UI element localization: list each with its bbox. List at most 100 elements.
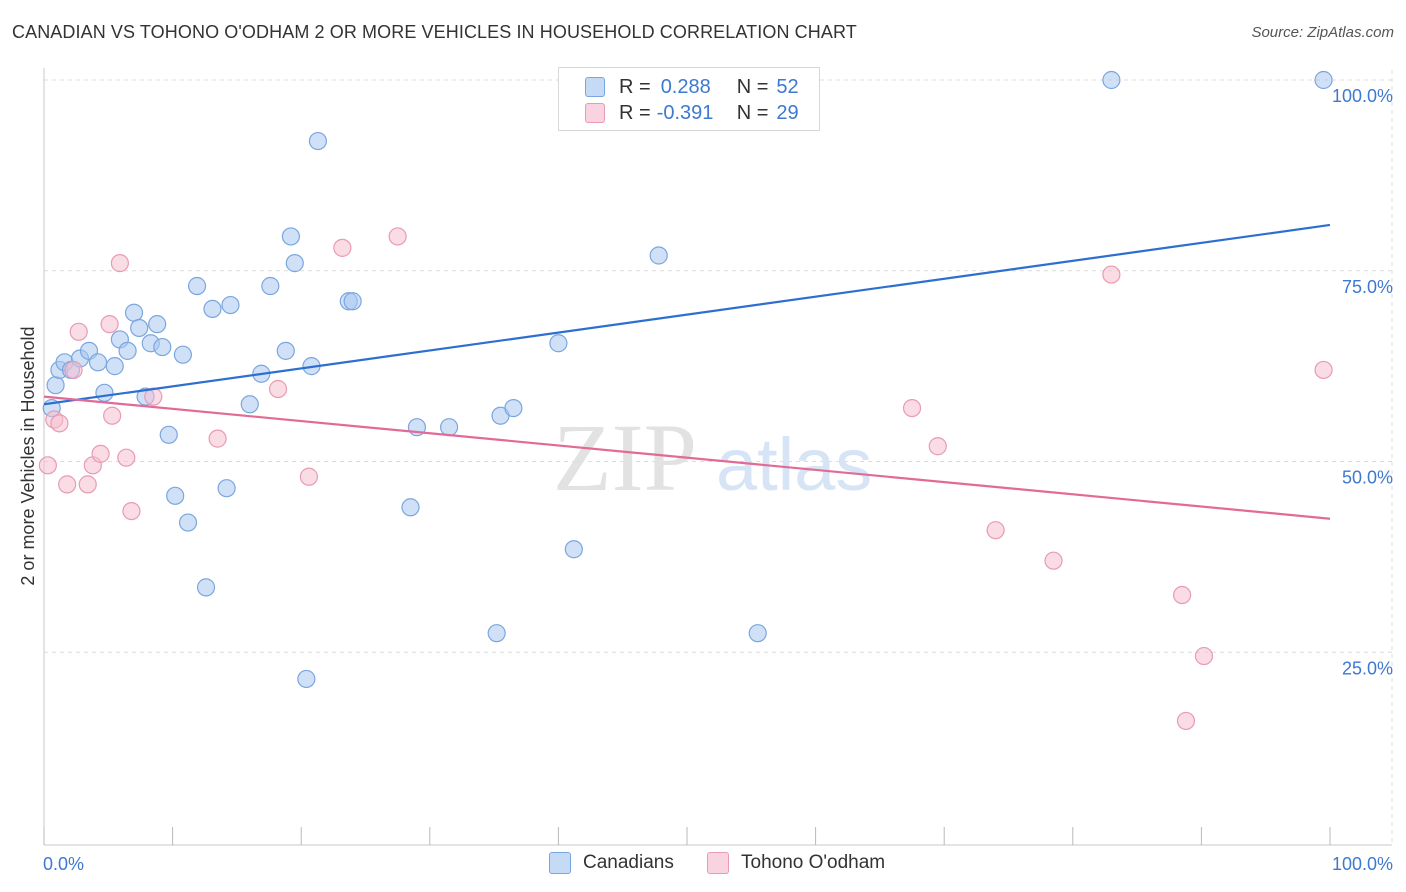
point-canadians [240,395,259,414]
point-tohono [1102,265,1121,284]
point-tohono [208,429,227,448]
series-legend-tohono: Tohono O'odham [707,852,885,874]
point-canadians [261,276,280,296]
point-canadians [173,345,192,364]
legend-r-value: 0.288 [660,75,711,98]
legend-row-tohono: R = -0.391 N = 29 [585,100,799,126]
point-canadians [166,486,185,505]
point-tohono [103,406,122,425]
point-tohono [78,475,97,494]
series-swatch-pink [707,852,729,874]
legend-n-label: N = [736,75,769,98]
point-tohono [388,227,407,246]
point-tohono [268,379,288,399]
point-canadians [308,131,328,151]
point-tohono [122,501,141,521]
point-canadians [221,295,240,315]
point-canadians [159,425,178,444]
legend-r-label: R = [619,101,651,124]
point-canadians [105,357,124,376]
point-tohono [100,315,119,334]
legend-n-label: N = [736,101,769,124]
point-canadians [88,353,108,372]
point-tohono [58,475,77,494]
grid-lines [44,70,1393,845]
point-tohono [986,521,1005,540]
trend-line-canadians [43,223,1331,406]
point-canadians [153,337,172,357]
point-canadians [130,318,149,338]
series-legend-canadians: Canadians [549,852,674,874]
point-tohono [69,322,88,341]
point-canadians [439,418,459,437]
legend-r-label: R = [619,75,651,98]
point-tohono [1173,585,1192,605]
point-canadians [549,334,568,353]
watermark: ZIP atlas [553,404,872,511]
chart-source: Source: ZipAtlas.com [1251,24,1394,41]
chart-title: CANADIAN VS TOHONO O'ODHAM 2 OR MORE VEH… [12,22,857,42]
series-legend: Canadians Tohono O'odham [0,852,1406,878]
legend-n-value: 29 [776,101,799,124]
point-canadians [564,540,583,559]
point-tohono [91,444,110,463]
y-tick-label: 50.0% [1342,468,1393,488]
x-tick-label: 100.0% [1332,854,1393,874]
series-name-canadians: Canadians [583,852,674,873]
point-tohono [299,467,319,486]
point-canadians [1102,70,1121,90]
point-tohono [928,437,947,456]
data-points [38,70,1333,731]
point-canadians [46,376,65,395]
legend-swatch-blue [585,77,605,97]
point-canadians [1314,70,1333,90]
point-tohono [1194,646,1214,666]
point-tohono [1314,360,1333,380]
point-canadians [504,398,523,418]
point-tohono [1176,711,1196,731]
point-canadians [487,624,506,643]
point-tohono [902,398,922,418]
legend-row-canadians: R = 0.288 N = 52 [585,74,799,100]
point-tohono [117,448,136,467]
point-canadians [748,624,767,643]
point-canadians [649,246,668,265]
legend-swatch-pink [585,103,605,123]
y-tick-label: 25.0% [1342,658,1393,678]
axes [43,68,1392,846]
point-canadians [401,498,420,517]
watermark-atlas: atlas [716,423,872,506]
point-canadians [148,315,167,334]
point-tohono [110,254,129,273]
point-canadians [297,669,316,689]
point-canadians [196,578,216,597]
trend-line-tohono [43,395,1331,520]
series-name-tohono: Tohono O'odham [741,852,886,873]
legend-n-value: 52 [776,75,799,98]
point-canadians [95,383,114,402]
series-swatch-blue [549,852,571,874]
point-canadians [343,292,362,311]
point-canadians [178,513,198,532]
point-canadians [203,299,222,318]
y-axis-label: 2 or more Vehicles in Household [18,326,38,585]
y-tick-label: 75.0% [1342,277,1393,297]
point-canadians [124,303,144,322]
point-tohono [1044,551,1063,570]
watermark-zip: ZIP [553,404,697,511]
point-tohono [64,360,83,380]
point-canadians [276,341,295,360]
point-canadians [217,479,236,498]
point-canadians [281,227,301,246]
point-canadians [187,276,207,296]
legend-r-value: -0.391 [656,101,714,124]
point-canadians [118,341,137,360]
point-tohono [50,414,69,433]
point-canadians [285,254,304,273]
x-tick-label: 0.0% [43,854,84,874]
y-tick-label: 100.0% [1332,86,1393,106]
legend-box: R = 0.288 N = 52 R = -0.391 N = 29 [558,67,820,131]
point-tohono [333,238,352,257]
point-tohono [38,456,57,475]
